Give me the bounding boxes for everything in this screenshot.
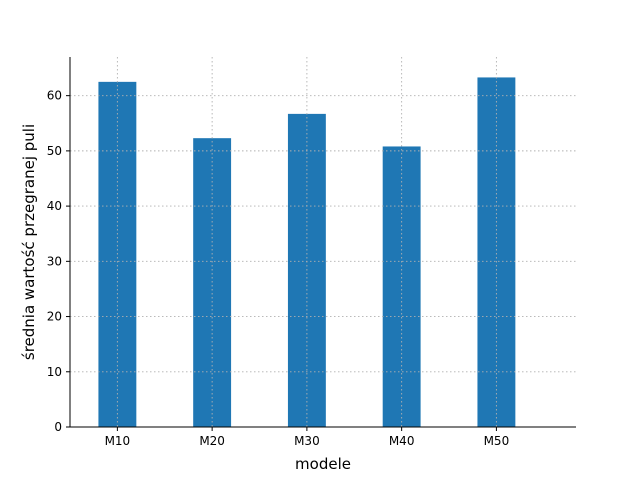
y-tick-label-20: 20 (47, 310, 62, 324)
axes (69, 57, 576, 428)
y-tick-label-60: 60 (47, 89, 62, 103)
x-tick-label-m10: M10 (105, 434, 131, 448)
y-tick-label-0: 0 (54, 420, 62, 434)
y-tick-label-50: 50 (47, 144, 62, 158)
x-tick-label-m30: M30 (294, 434, 320, 448)
grid (70, 57, 576, 428)
x-tick-label-m20: M20 (199, 434, 225, 448)
y-tick-label-40: 40 (47, 199, 62, 213)
x-axis-label: modele (295, 455, 351, 473)
y-axis-label: średnia wartość przegranej puli (20, 124, 38, 360)
x-tick-label-m40: M40 (389, 434, 415, 448)
ticks: 0 10 20 30 40 50 60 M10 M20 M30 M40 M50 (47, 89, 509, 448)
bar-m40 (382, 146, 421, 427)
y-tick-label-30: 30 (47, 254, 62, 268)
y-tick-label-10: 10 (47, 365, 62, 379)
x-tick-label-m50: M50 (484, 434, 510, 448)
bar-m50 (477, 77, 516, 428)
